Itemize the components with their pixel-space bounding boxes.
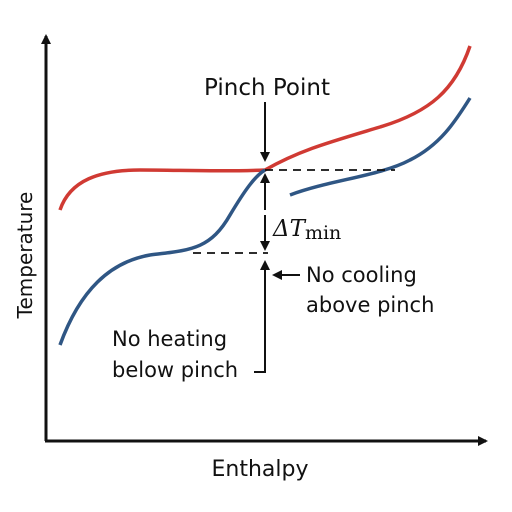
annotation-line: No cooling	[306, 263, 417, 287]
y-axis-label: Temperature	[13, 192, 37, 320]
delta-t-subscript: min	[305, 222, 341, 244]
annotation-line: No heating	[112, 327, 227, 351]
delta-t-symbol: ΔT	[272, 216, 307, 242]
cold-composite-curve	[58, 168, 266, 346]
cold-composite-curve	[289, 97, 472, 197]
annotation-line: above pinch	[306, 293, 434, 317]
delta-t-label: ΔTmin	[272, 216, 341, 244]
x-axis-label: Enthalpy	[212, 457, 309, 482]
heating-arrow	[254, 260, 270, 373]
title: Pinch Point	[204, 75, 330, 101]
annotation-line: below pinch	[112, 358, 238, 382]
